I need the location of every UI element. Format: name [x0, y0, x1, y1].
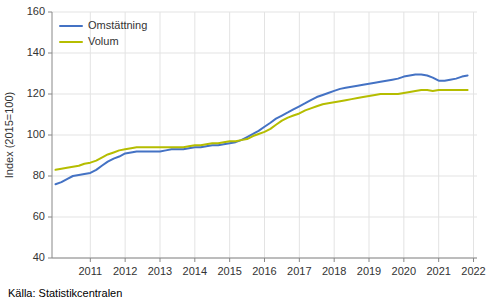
y-tick — [48, 176, 52, 177]
x-grid-line — [299, 12, 300, 258]
x-tick — [299, 258, 300, 262]
chart-svg: 40 60 80 100 120 140 160 2011 2012 2013 2014 2015 20… — [0, 0, 493, 304]
x-tick-label: 2012 — [113, 265, 137, 277]
x-tick-label: 2016 — [252, 265, 276, 277]
x-tick-label: 2021 — [426, 265, 450, 277]
x-grid-line — [159, 12, 160, 258]
y-tick-label: 120 — [27, 87, 45, 99]
series-line — [55, 90, 467, 170]
y-tick — [48, 53, 52, 54]
x-grid-line — [403, 12, 404, 258]
legend-swatch — [60, 41, 82, 43]
x-tick — [473, 258, 474, 262]
legend-swatch — [60, 25, 82, 27]
legend-label: Volum — [88, 35, 119, 47]
x-tick — [159, 258, 160, 262]
x-tick-label: 2018 — [322, 265, 346, 277]
x-tick — [194, 258, 195, 262]
x-grid-line — [334, 12, 335, 258]
x-grid-line — [229, 12, 230, 258]
x-tick — [90, 258, 91, 262]
x-tick-label: 2015 — [217, 265, 241, 277]
legend: Omstättning Volum — [60, 19, 147, 47]
y-tick — [48, 258, 52, 259]
y-tick-label: 60 — [33, 210, 45, 222]
x-grid-line — [90, 12, 91, 258]
chart-container: 40 60 80 100 120 140 160 2011 2012 2013 2014 2015 20… — [0, 0, 493, 304]
y-tick-label: 140 — [27, 46, 45, 58]
grid — [52, 12, 477, 258]
x-tick-label: 2011 — [78, 265, 102, 277]
x-tick — [264, 258, 265, 262]
x-grid-line — [194, 12, 195, 258]
series-line — [55, 75, 467, 185]
x-tick — [438, 258, 439, 262]
x-tick — [403, 258, 404, 262]
x-tick-label: 2014 — [183, 265, 207, 277]
x-tick — [334, 258, 335, 262]
x-tick — [369, 258, 370, 262]
x-tick — [125, 258, 126, 262]
y-tick — [48, 12, 52, 13]
y-tick-label: 40 — [33, 251, 45, 263]
y-tick — [48, 94, 52, 95]
x-tick-label: 2022 — [461, 265, 485, 277]
x-grid-line — [473, 12, 474, 258]
axes: 40 60 80 100 120 140 160 2011 2012 2013 2014 2015 20… — [27, 5, 486, 277]
y-axis-label: Index (2015=100) — [3, 92, 15, 179]
y-tick — [48, 217, 52, 218]
legend-label: Omstättning — [88, 19, 147, 31]
x-tick-label: 2020 — [392, 265, 416, 277]
x-tick-label: 2019 — [357, 265, 381, 277]
source-note: Källa: Statistikcentralen — [8, 287, 122, 299]
x-grid-line — [125, 12, 126, 258]
y-tick — [48, 135, 52, 136]
plot-area — [55, 75, 467, 185]
x-tick-label: 2013 — [148, 265, 172, 277]
x-grid-line — [438, 12, 439, 258]
x-tick — [229, 258, 230, 262]
x-grid-line — [369, 12, 370, 258]
y-tick-label: 80 — [33, 169, 45, 181]
x-tick-label: 2017 — [287, 265, 311, 277]
y-tick-label: 160 — [27, 5, 45, 17]
y-tick-label: 100 — [27, 128, 45, 140]
x-grid-line — [264, 12, 265, 258]
